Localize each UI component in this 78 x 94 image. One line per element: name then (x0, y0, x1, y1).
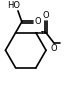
Text: O: O (43, 11, 49, 20)
Text: O: O (34, 17, 41, 26)
Text: HO: HO (7, 2, 20, 10)
Text: O: O (50, 44, 57, 53)
